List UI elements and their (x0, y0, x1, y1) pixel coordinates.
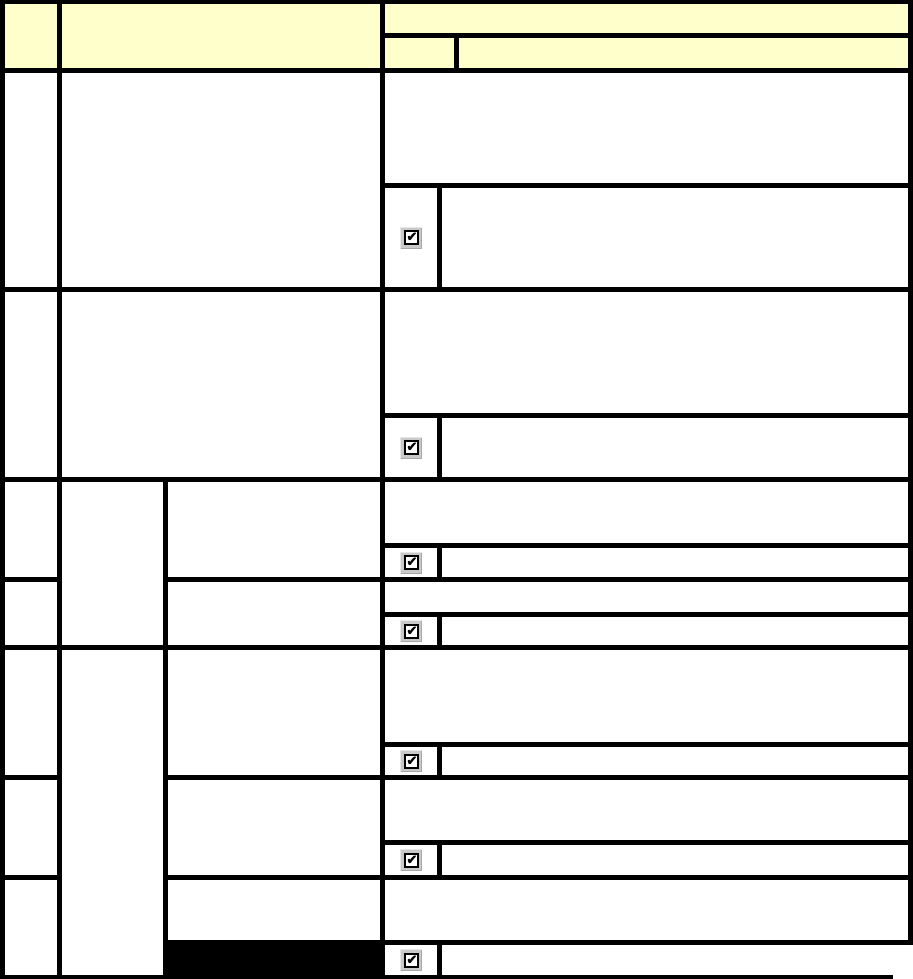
checkmark-icon: ✔ (406, 439, 418, 454)
row4-item-cell (168, 582, 380, 645)
row3-num-cell (5, 482, 57, 577)
header-check-col-cell (385, 38, 454, 68)
checkmark-icon: ✔ (406, 622, 418, 638)
checkbox-box: ✔ (403, 439, 419, 455)
row5-num-cell (5, 650, 57, 775)
row3-item-cell (168, 482, 380, 577)
row4-response-cell (442, 617, 908, 645)
row2-checkbox-cell: ✔ (385, 418, 437, 477)
row3-checkbox[interactable]: ✔ (400, 551, 422, 574)
checkbox-box: ✔ (403, 554, 419, 570)
row3-response-cell (442, 548, 908, 577)
row6-item-cell (168, 780, 380, 875)
bottom-border-segment (442, 975, 893, 979)
row4-detail-cell (385, 582, 908, 612)
row6-detail-cell (385, 780, 908, 840)
row4-num-cell (5, 582, 57, 645)
header-right-banner-cell (385, 4, 908, 33)
row4-checkbox-cell: ✔ (385, 617, 437, 645)
row5-checkbox-cell: ✔ (385, 747, 437, 775)
row1-response-cell (442, 188, 908, 287)
row2-detail-cell (385, 292, 908, 413)
checkbox-box: ✔ (403, 229, 419, 245)
row2-response-cell (442, 418, 908, 477)
row7-num-cell (5, 880, 57, 975)
row5-detail-cell (385, 650, 908, 742)
row2-item-cell (62, 292, 380, 477)
checkmark-icon: ✔ (406, 752, 418, 768)
row5-item-cell (168, 650, 380, 775)
header-response-col-cell (459, 38, 908, 68)
row7-checkbox-cell: ✔ (385, 945, 437, 975)
row7-detail-cell (385, 880, 908, 940)
row1-checkbox[interactable]: ✔ (400, 226, 422, 249)
checkmark-icon: ✔ (406, 951, 418, 967)
checkbox-box: ✔ (403, 622, 419, 639)
row4-checkbox[interactable]: ✔ (400, 620, 422, 642)
row6-response-cell (442, 845, 908, 875)
row1-num-cell (5, 73, 57, 287)
checkmark-icon: ✔ (406, 851, 418, 867)
row5-checkbox[interactable]: ✔ (400, 750, 422, 772)
row6-checkbox-cell: ✔ (385, 845, 437, 875)
header-rownum-cell (5, 4, 57, 68)
row6-num-cell (5, 780, 57, 875)
row5-response-cell (442, 747, 908, 775)
checkmark-icon: ✔ (406, 554, 418, 569)
row1-checkbox-cell: ✔ (385, 188, 437, 287)
row2-checkbox[interactable]: ✔ (400, 436, 422, 459)
row3-detail-cell (385, 482, 908, 543)
category-group2-cell (62, 650, 163, 975)
row2-num-cell (5, 292, 57, 477)
row1-detail-cell (385, 73, 908, 183)
category-group1-cell (62, 482, 163, 645)
row7-checkbox[interactable]: ✔ (400, 949, 422, 971)
row7-response-cell (442, 945, 913, 979)
checkmark-icon: ✔ (406, 229, 418, 244)
checkbox-box: ✔ (403, 752, 419, 769)
checkbox-box: ✔ (403, 851, 419, 868)
checkbox-box: ✔ (403, 951, 419, 968)
header-item-cell (62, 4, 380, 68)
row7-item-cell (168, 880, 380, 940)
row3-checkbox-cell: ✔ (385, 548, 437, 577)
row6-checkbox[interactable]: ✔ (400, 849, 422, 871)
row1-item-cell (62, 73, 380, 287)
